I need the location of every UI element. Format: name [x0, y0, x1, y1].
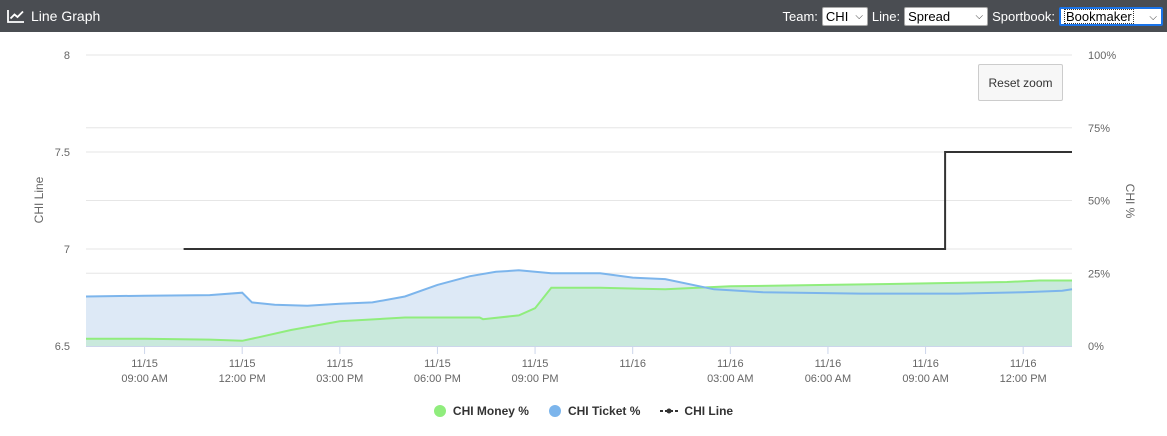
legend-line-label: CHI Line [684, 404, 734, 418]
line-label: Line: [871, 8, 901, 24]
sportsbook-label: Sportbook: [992, 8, 1055, 24]
x-tick-label-time: 03:00 PM [316, 373, 363, 385]
legend-item-line[interactable]: CHI Line [660, 404, 733, 418]
y2-axis-title: CHI % [1123, 184, 1137, 219]
legend-ticket-marker [548, 405, 561, 417]
x-tick-label-time: 06:00 AM [805, 373, 851, 385]
legend-money-marker [433, 405, 446, 417]
x-tick-label-time: 12:00 PM [219, 373, 266, 385]
x-tick-label-time: 09:00 PM [512, 373, 559, 385]
money-series-line [86, 279, 1072, 342]
reset-zoom-label: Reset zoom [988, 75, 1053, 90]
legend-line-marker [660, 405, 679, 417]
y2-tick-label: 0% [1088, 341, 1104, 353]
x-tick-label-date: 11/15 [522, 358, 549, 370]
legend-item-money[interactable]: CHI Money % [433, 404, 529, 418]
x-tick-label-date: 11/16 [1010, 358, 1037, 370]
x-tick-label-date: 11/15 [229, 358, 256, 370]
x-tick-label-date: 11/16 [912, 358, 939, 370]
header-bar: Line Graph Team: CHI ⌵ Line: Spread ⌵ Sp… [0, 0, 1167, 32]
y2-tick-label: 25% [1088, 268, 1110, 280]
reset-zoom-button[interactable]: Reset zoom [978, 64, 1063, 101]
x-tick-label-time: 03:00 AM [707, 373, 753, 385]
x-tick-label-date: 11/16 [717, 358, 744, 370]
filter-controls: Team: CHI ⌵ Line: Spread ⌵ Sportbook: Bo… [783, 0, 1163, 32]
x-tick-label-time: 12:00 PM [1000, 373, 1047, 385]
line-chart-icon [7, 9, 25, 23]
x-tick-label-date: 11/15 [326, 358, 353, 370]
title-group: Line Graph [7, 0, 100, 32]
money-area [86, 280, 1072, 346]
team-select[interactable]: CHI ⌵ [821, 6, 868, 26]
x-tick-label-date: 11/16 [619, 358, 646, 370]
chevron-down-icon: ⌵ [975, 10, 984, 22]
y-tick-label: 7 [64, 244, 70, 256]
y2-tick-label: 50% [1088, 196, 1110, 208]
team-label: Team: [782, 8, 818, 24]
chi-line-series [183, 151, 1072, 250]
x-tick-label-time: 09:00 AM [902, 373, 948, 385]
legend-money-label: CHI Money % [452, 404, 529, 418]
legend-ticket-label: CHI Ticket % [567, 404, 641, 418]
y-tick-label: 6.5 [55, 341, 70, 353]
x-tick-label-date: 11/15 [131, 358, 158, 370]
y-tick-label: 8 [64, 50, 70, 62]
x-tick-label-time: 06:00 PM [414, 373, 461, 385]
team-select-value: CHI [825, 8, 849, 24]
chevron-down-icon: ⌵ [855, 10, 863, 22]
y-axis-title: CHI Line [32, 176, 46, 223]
page-title: Line Graph [31, 8, 101, 24]
x-tick-label-date: 11/15 [424, 358, 451, 370]
legend-item-ticket[interactable]: CHI Ticket % [548, 404, 641, 418]
x-tick-label-date: 11/16 [815, 358, 842, 370]
ticket-series-line [85, 269, 1073, 307]
ticket-area [86, 270, 1072, 346]
y2-tick-label: 75% [1088, 123, 1110, 135]
y2-tick-label: 100% [1088, 50, 1116, 62]
chevron-down-icon: ⌵ [1149, 11, 1157, 23]
y-tick-label: 7.5 [55, 147, 70, 159]
line-select[interactable]: Spread ⌵ [904, 6, 989, 26]
line-select-value: Spread [908, 8, 951, 24]
chart-legend: CHI Money % CHI Ticket % CHI Line [0, 404, 1167, 418]
sportsbook-select-value: Bookmaker [1064, 8, 1134, 24]
x-tick-label-time: 09:00 AM [121, 373, 167, 385]
sportsbook-select[interactable]: Bookmaker ⌵ [1059, 6, 1163, 26]
